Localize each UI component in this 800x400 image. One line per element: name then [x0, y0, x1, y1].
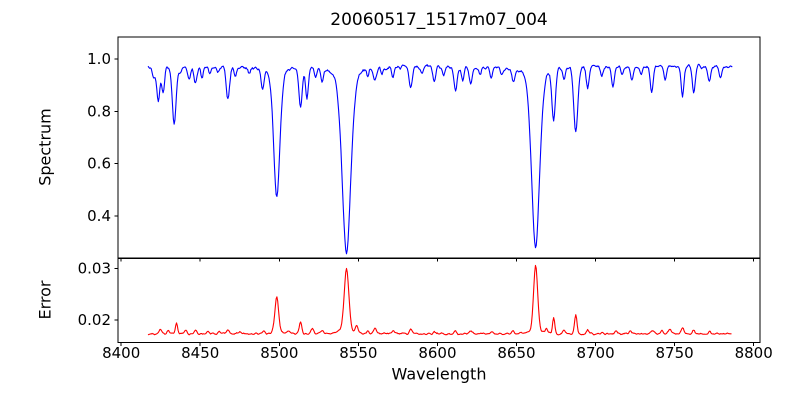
x-tick-label-8450: 8450: [181, 344, 219, 362]
y-tick-label-1.0: 1.0: [87, 50, 111, 68]
x-tick-label-8650: 8650: [497, 344, 535, 362]
plot-title: 20060517_1517m07_004: [330, 10, 548, 30]
y-tick-label-0.4: 0.4: [87, 207, 111, 225]
x-tick-label-8500: 8500: [260, 344, 298, 362]
x-tick-label-8550: 8550: [339, 344, 377, 362]
x-tick-label-8400: 8400: [102, 344, 140, 362]
x-tick-label-8700: 8700: [576, 344, 614, 362]
y-tick-label-0.03: 0.03: [78, 259, 111, 277]
error-ylabel: Error: [35, 280, 55, 320]
y-tick-label-0.8: 0.8: [87, 102, 111, 120]
spectrum-line: [147, 63, 733, 255]
spectrum-ylabel: Spectrum: [35, 108, 55, 186]
x-tick-label-8800: 8800: [735, 344, 773, 362]
error-line: [147, 264, 732, 336]
y-tick-label-0.6: 0.6: [87, 155, 111, 173]
plot-frame-1: [117, 258, 761, 343]
y-tick-label-0.02: 0.02: [78, 311, 111, 329]
x-tick-label-8600: 8600: [418, 344, 456, 362]
x-axis-label: Wavelength: [391, 364, 487, 384]
x-tick-label-8750: 8750: [656, 344, 694, 362]
